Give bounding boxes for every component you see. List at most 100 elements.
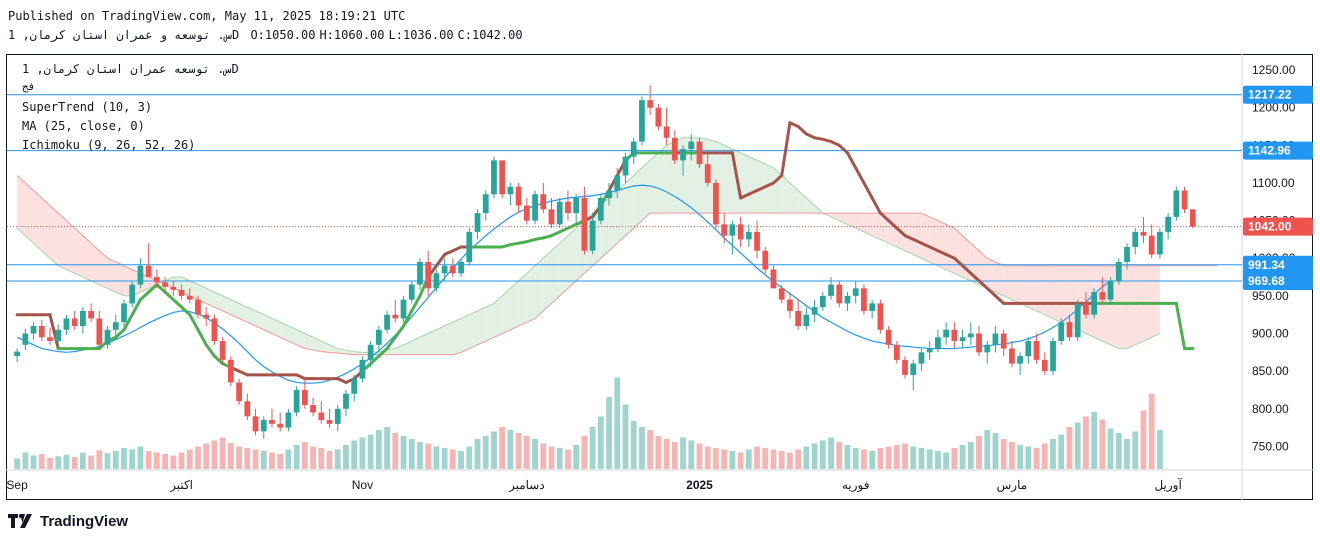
candle-body[interactable] bbox=[367, 344, 374, 360]
candle-body[interactable] bbox=[967, 333, 974, 338]
candle-body[interactable] bbox=[754, 231, 760, 251]
candle-body[interactable] bbox=[770, 269, 777, 289]
candle-body[interactable] bbox=[63, 318, 70, 330]
candle-body[interactable] bbox=[252, 416, 259, 432]
candle-body[interactable] bbox=[425, 262, 432, 289]
candle-body[interactable] bbox=[145, 265, 152, 278]
candle-body[interactable] bbox=[852, 288, 859, 296]
candle-body[interactable] bbox=[153, 277, 160, 283]
candle-body[interactable] bbox=[671, 137, 678, 161]
candle-body[interactable] bbox=[523, 205, 530, 221]
candle-body[interactable] bbox=[713, 182, 719, 225]
candle-body[interactable] bbox=[1107, 280, 1114, 300]
candle-body[interactable] bbox=[836, 284, 843, 304]
candle-body[interactable] bbox=[1132, 231, 1139, 247]
candle-body[interactable] bbox=[129, 284, 136, 304]
candle-body[interactable] bbox=[877, 303, 884, 330]
legend-supertrend[interactable]: SuperTrend (10, 3) bbox=[22, 100, 153, 114]
candle-body[interactable] bbox=[565, 201, 571, 214]
candle-body[interactable] bbox=[392, 314, 399, 319]
price-chart[interactable]: 750.00800.00850.00900.00950.001000.00105… bbox=[6, 54, 1313, 500]
candle-body[interactable] bbox=[573, 198, 580, 214]
candle-body[interactable] bbox=[244, 401, 251, 417]
candle-body[interactable] bbox=[277, 423, 284, 428]
candle-body[interactable] bbox=[688, 141, 695, 150]
candle-body[interactable] bbox=[976, 333, 982, 353]
candle-body[interactable] bbox=[606, 190, 612, 199]
candle-body[interactable] bbox=[745, 231, 752, 240]
candle-body[interactable] bbox=[186, 295, 193, 300]
candle-body[interactable] bbox=[951, 329, 958, 342]
candle-body[interactable] bbox=[1009, 348, 1015, 364]
candle-body[interactable] bbox=[326, 420, 333, 424]
candle-body[interactable] bbox=[515, 186, 522, 206]
candle-body[interactable] bbox=[359, 359, 366, 379]
candle-body[interactable] bbox=[1000, 333, 1007, 349]
candle-body[interactable] bbox=[680, 149, 686, 161]
candle-body[interactable] bbox=[203, 314, 210, 319]
candle-body[interactable] bbox=[828, 284, 834, 296]
candle-body[interactable] bbox=[351, 378, 358, 394]
candle-body[interactable] bbox=[910, 363, 917, 375]
candle-body[interactable] bbox=[433, 273, 440, 289]
candle-body[interactable] bbox=[893, 344, 900, 360]
candle-body[interactable] bbox=[227, 359, 234, 383]
candle-body[interactable] bbox=[1189, 209, 1196, 227]
legend-ichimoku[interactable]: Ichimoku (9, 26, 52, 26) bbox=[22, 138, 196, 152]
candle-body[interactable] bbox=[384, 314, 390, 330]
candle-body[interactable] bbox=[285, 412, 292, 428]
candle-body[interactable] bbox=[869, 303, 876, 311]
candle-body[interactable] bbox=[1157, 231, 1163, 255]
candle-body[interactable] bbox=[556, 201, 563, 225]
candle-body[interactable] bbox=[622, 156, 629, 176]
candle-body[interactable] bbox=[408, 284, 415, 300]
candle-body[interactable] bbox=[260, 420, 267, 432]
candle-body[interactable] bbox=[1124, 246, 1130, 262]
candle-body[interactable] bbox=[1083, 303, 1089, 315]
candle-body[interactable] bbox=[984, 344, 991, 353]
candle-body[interactable] bbox=[104, 329, 111, 345]
candle-body[interactable] bbox=[375, 329, 382, 345]
candle-body[interactable] bbox=[639, 100, 645, 142]
candle-body[interactable] bbox=[269, 420, 275, 424]
candle-body[interactable] bbox=[14, 351, 20, 357]
candle-body[interactable] bbox=[22, 333, 29, 345]
candle-body[interactable] bbox=[178, 289, 185, 296]
candle-body[interactable] bbox=[992, 333, 999, 345]
candle-body[interactable] bbox=[795, 310, 802, 326]
candle-body[interactable] bbox=[1115, 262, 1122, 281]
candle-body[interactable] bbox=[162, 282, 168, 287]
candle-body[interactable] bbox=[532, 194, 538, 221]
candle-body[interactable] bbox=[762, 250, 769, 270]
candle-body[interactable] bbox=[935, 337, 941, 349]
candle-body[interactable] bbox=[491, 160, 497, 195]
candle-body[interactable] bbox=[88, 310, 94, 319]
candle-body[interactable] bbox=[482, 194, 489, 214]
candle-body[interactable] bbox=[548, 209, 555, 225]
candle-body[interactable] bbox=[597, 198, 604, 221]
candle-body[interactable] bbox=[1181, 190, 1188, 210]
candle-body[interactable] bbox=[819, 295, 826, 308]
candle-body[interactable] bbox=[1025, 341, 1032, 357]
candle-body[interactable] bbox=[811, 307, 818, 315]
candle-body[interactable] bbox=[1148, 235, 1155, 255]
candle-body[interactable] bbox=[170, 286, 177, 290]
candle-body[interactable] bbox=[918, 352, 925, 364]
candle-body[interactable] bbox=[474, 213, 481, 232]
candle-body[interactable] bbox=[80, 310, 86, 326]
candle-body[interactable] bbox=[310, 405, 316, 413]
candle-body[interactable] bbox=[655, 107, 662, 127]
candle-body[interactable] bbox=[400, 299, 407, 319]
candle-body[interactable] bbox=[507, 186, 514, 195]
candle-body[interactable] bbox=[729, 224, 736, 236]
candle-body[interactable] bbox=[318, 412, 325, 421]
candle-body[interactable] bbox=[737, 224, 744, 240]
candle-body[interactable] bbox=[1173, 190, 1180, 217]
candle-body[interactable] bbox=[778, 288, 785, 300]
candle-body[interactable] bbox=[589, 220, 596, 251]
candle-body[interactable] bbox=[195, 299, 201, 315]
candle-body[interactable] bbox=[30, 325, 37, 334]
candle-body[interactable] bbox=[581, 198, 588, 251]
candle-body[interactable] bbox=[704, 164, 711, 183]
candle-body[interactable] bbox=[47, 337, 53, 342]
